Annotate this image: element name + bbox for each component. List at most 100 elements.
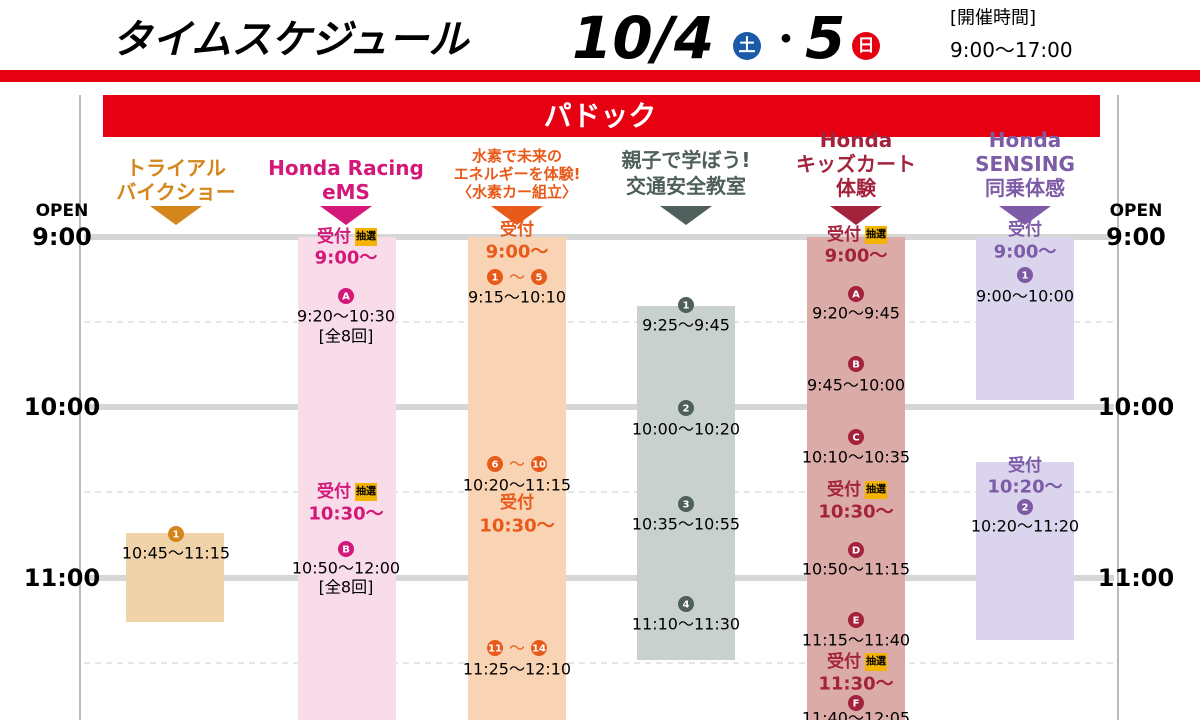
lottery-label: 抽選 — [866, 483, 886, 496]
range-sep: 〜 — [509, 639, 525, 658]
time-label: 11:00 — [1098, 564, 1174, 592]
session-time: 10:20〜11:15 — [463, 476, 571, 495]
day: 土 — [739, 35, 756, 56]
badge-label: B — [852, 360, 860, 371]
time-label: 10:00 — [1098, 393, 1174, 421]
session-time: 10:45〜11:15 — [122, 544, 230, 563]
lottery-tag — [865, 653, 887, 671]
area-label: パドック — [544, 100, 657, 133]
column-title: Honda Racing — [268, 156, 424, 180]
reception-time: 9:00〜 — [994, 242, 1057, 263]
number-badge — [848, 695, 864, 711]
reception-time: 10:20〜 — [987, 477, 1062, 498]
column-title: 〈水素カー組立〉 — [457, 183, 577, 201]
badge-label: A — [852, 290, 860, 301]
column-title: 交通安全教室 — [626, 174, 746, 198]
session-time: 11:15〜11:40 — [802, 631, 910, 650]
reception-time: 10:30〜 — [818, 502, 893, 523]
reception-label: 受付 — [1008, 219, 1042, 240]
number-badge — [848, 542, 864, 558]
lottery-tag — [865, 226, 887, 244]
number-badge — [531, 269, 547, 285]
column-title: Honda — [820, 128, 893, 152]
number-badge — [487, 269, 503, 285]
session-time: 9:25〜9:45 — [642, 316, 730, 335]
reception-time: 11:30〜 — [818, 674, 893, 695]
column-title: 親子で学ぼう! — [621, 148, 750, 172]
badge-label: C — [852, 433, 859, 444]
badge-label: 1 — [683, 301, 690, 312]
badge-label: B — [342, 545, 350, 556]
hour-line — [84, 404, 1114, 410]
title: タイムスケジュール — [112, 17, 470, 63]
separator: ・ — [768, 20, 804, 61]
session-time: 10:50〜11:15 — [802, 560, 910, 579]
reception-time: 10:30〜 — [308, 504, 383, 525]
session-time: 11:25〜12:10 — [463, 660, 571, 679]
number-badge — [168, 526, 184, 542]
column-arrow — [491, 206, 543, 225]
badge-label: F — [853, 699, 860, 710]
lottery-tag — [355, 483, 377, 501]
badge-label: 2 — [683, 404, 690, 415]
session-time: 10:20〜11:20 — [971, 517, 1079, 536]
time-label: 9:00 — [32, 223, 92, 251]
number-badge — [487, 456, 503, 472]
reception-time: 9:00〜 — [315, 248, 378, 269]
session-time: 9:20〜9:45 — [812, 304, 900, 323]
reception-label: 受付 — [827, 479, 861, 500]
number-badge — [848, 286, 864, 302]
reception-time: 9:00〜 — [825, 246, 888, 267]
session-time: [全8回] — [319, 578, 374, 597]
column-title: 同乗体感 — [985, 176, 1065, 200]
reception-label: 受付 — [317, 481, 351, 502]
column-title: eMS — [322, 180, 370, 204]
hour-line — [84, 234, 1114, 240]
badge-label: 11 — [488, 644, 502, 655]
session-time: 9:45〜10:00 — [807, 376, 905, 395]
number-badge — [678, 297, 694, 313]
lottery-tag — [865, 481, 887, 499]
header-rule — [0, 70, 1200, 82]
open-label: OPEN — [1110, 201, 1163, 221]
reception-time: 10:30〜 — [479, 516, 554, 537]
reception-label: 受付 — [500, 219, 534, 240]
column-title: 水素で未来の — [472, 147, 562, 165]
column-title: 体験 — [836, 176, 877, 200]
column-title: バイクショー — [116, 180, 236, 204]
column-title: Honda — [989, 128, 1062, 152]
number-badge — [531, 640, 547, 656]
session-time: 9:15〜10:10 — [468, 288, 566, 307]
badge-label: 4 — [683, 600, 690, 611]
badge-label: 6 — [492, 460, 499, 471]
session-block — [976, 237, 1074, 400]
number-badge — [338, 288, 354, 304]
area-bar — [103, 95, 1100, 137]
number-badge — [487, 640, 503, 656]
number-badge — [1017, 267, 1033, 283]
hour-line — [84, 575, 1114, 581]
session-time: 10:50〜12:00 — [292, 559, 400, 578]
reception-time: 9:00〜 — [486, 242, 549, 263]
time-label: 9:00 — [1106, 223, 1166, 251]
column-arrow — [830, 206, 882, 225]
number-badge — [678, 400, 694, 416]
column-title: エネルギーを体験! — [454, 165, 581, 183]
open-label: OPEN — [36, 201, 89, 221]
hours-label: [開催時間] — [950, 8, 1036, 29]
day-circle — [733, 32, 761, 60]
number-badge — [678, 496, 694, 512]
session-time: [全8回] — [319, 327, 374, 346]
badge-label: 3 — [683, 500, 690, 511]
session-block — [468, 237, 566, 720]
badge-label: 1 — [1022, 271, 1029, 282]
time-label: 11:00 — [24, 564, 100, 592]
number-badge — [848, 429, 864, 445]
session-time: 11:10〜11:30 — [632, 615, 740, 634]
reception-label: 受付 — [827, 651, 861, 672]
lottery-label: 抽選 — [866, 655, 886, 668]
badge-label: 5 — [536, 273, 543, 284]
day-circle — [852, 32, 880, 60]
number-badge — [678, 596, 694, 612]
